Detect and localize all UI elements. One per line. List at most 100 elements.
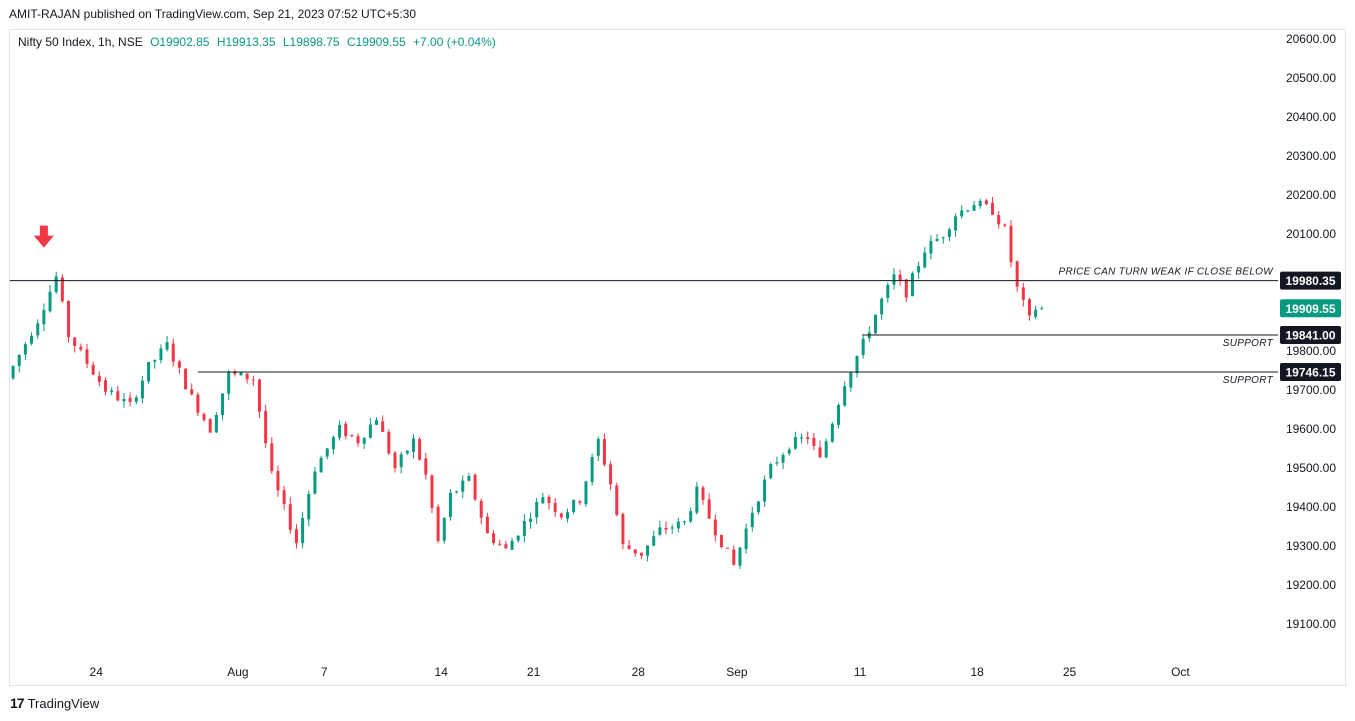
candle-body (473, 474, 477, 500)
candle-body (602, 439, 606, 465)
candle-body (892, 274, 896, 285)
candle-body (393, 452, 397, 469)
candle-body (769, 464, 773, 479)
candle-body (307, 494, 311, 520)
x-tick-label: Sep (726, 665, 748, 679)
legend-close: C19909.55 (346, 35, 406, 49)
candle-body (849, 372, 853, 388)
y-tick-label: 19400.00 (1286, 500, 1336, 514)
legend-symbol[interactable]: Nifty 50 Index, 1h, NSE (18, 35, 143, 49)
candle-body (350, 434, 354, 437)
x-tick-label: 11 (854, 665, 867, 679)
candle-body (498, 543, 502, 545)
x-tick-label: 21 (527, 665, 541, 679)
candle-body (42, 310, 46, 325)
level-note: PRICE CAN TURN WEAK IF CLOSE BELOW (1059, 267, 1275, 278)
tradingview-brand[interactable]: 17 TradingView (10, 695, 99, 711)
candle-body (301, 517, 305, 544)
candle-body (190, 389, 194, 395)
candle-body (572, 499, 576, 512)
candle-body (633, 549, 637, 554)
candles-layer (11, 196, 1044, 570)
candle-body (880, 298, 884, 315)
time-axis[interactable]: 24 Aug 7 14 21 28 Sep 11 18 25 Oct (90, 665, 1191, 679)
publisher-credit: AMIT-RAJAN published on TradingView.com,… (9, 7, 417, 21)
tradingview-logo-icon: 17 (10, 695, 25, 711)
candle-body (276, 471, 280, 491)
candle-body (584, 481, 588, 505)
candle-body (356, 436, 360, 444)
candle-body (288, 504, 292, 530)
candle-body (411, 438, 415, 452)
down-arrow-icon[interactable] (33, 225, 54, 248)
candle-body (547, 496, 551, 504)
candle-body (830, 423, 834, 442)
candle-body (442, 518, 446, 541)
level-price-label: 19841.00 (1285, 329, 1335, 343)
y-tick-label: 19800.00 (1286, 344, 1336, 358)
candle-body (966, 210, 970, 212)
chart-legend: Nifty 50 Index, 1h, NSE O19902.85 H19913… (18, 35, 496, 49)
candle-body (615, 485, 619, 515)
x-tick-label: 25 (1063, 665, 1077, 679)
candle-body (997, 215, 1001, 225)
candle-body (978, 200, 982, 206)
y-tick-label: 19300.00 (1286, 539, 1336, 553)
candle-body (128, 397, 132, 402)
candle-body (79, 346, 83, 350)
candle-body (984, 200, 988, 205)
candle-body (485, 516, 489, 534)
candle-body (917, 266, 921, 273)
candle-body (91, 364, 95, 375)
candle-body (886, 284, 890, 299)
candle-body (405, 450, 409, 454)
levels-layer: PRICE CAN TURN WEAK IF CLOSE BELOW 19980.… (10, 267, 1341, 386)
candle-body (855, 356, 859, 374)
candle-body (1009, 225, 1013, 263)
candle-body (726, 547, 730, 549)
candle-body (140, 380, 144, 399)
candle-body (239, 372, 243, 376)
legend-high: H19913.35 (216, 35, 276, 49)
y-tick-label: 20300.00 (1286, 149, 1336, 163)
legend-open: O19902.85 (150, 35, 210, 49)
candle-body (929, 240, 933, 254)
level-price-badge (1280, 363, 1341, 382)
candle-body (529, 518, 533, 522)
candle-body (787, 449, 791, 454)
chart-pane[interactable] (9, 29, 1346, 686)
candle-body (67, 301, 71, 338)
candle-body (319, 457, 323, 473)
candle-body (362, 437, 366, 444)
candle-body (1015, 261, 1019, 287)
candle-body (467, 476, 471, 481)
candle-body (522, 520, 526, 536)
candle-body (1021, 287, 1025, 300)
candle-body (257, 379, 261, 412)
candle-body (448, 492, 452, 518)
candle-body (621, 513, 625, 545)
y-tick-label: 19500.00 (1286, 461, 1336, 475)
candle-body (1027, 299, 1031, 316)
candle-body (781, 454, 785, 463)
y-tick-label: 20600.00 (1286, 32, 1336, 46)
candle-body (578, 501, 582, 503)
candle-body (48, 291, 52, 312)
candle-body (972, 205, 976, 211)
y-tick-label: 20100.00 (1286, 227, 1336, 241)
candle-body (812, 437, 816, 446)
y-tick-label: 19100.00 (1286, 617, 1336, 631)
candle-body (418, 439, 422, 460)
candle-body (954, 216, 958, 231)
y-tick-label: 20500.00 (1286, 71, 1336, 85)
x-tick-label: 28 (632, 665, 646, 679)
candle-body (116, 391, 120, 401)
price-axis[interactable]: 19100.00 19200.00 19300.00 19400.00 19500.00… (1286, 32, 1336, 631)
candle-body (898, 274, 902, 281)
marker-layer (33, 225, 54, 248)
candle-body (800, 437, 804, 439)
y-tick-label: 19600.00 (1286, 422, 1336, 436)
candle-body (325, 448, 329, 457)
candle-body (744, 528, 748, 550)
